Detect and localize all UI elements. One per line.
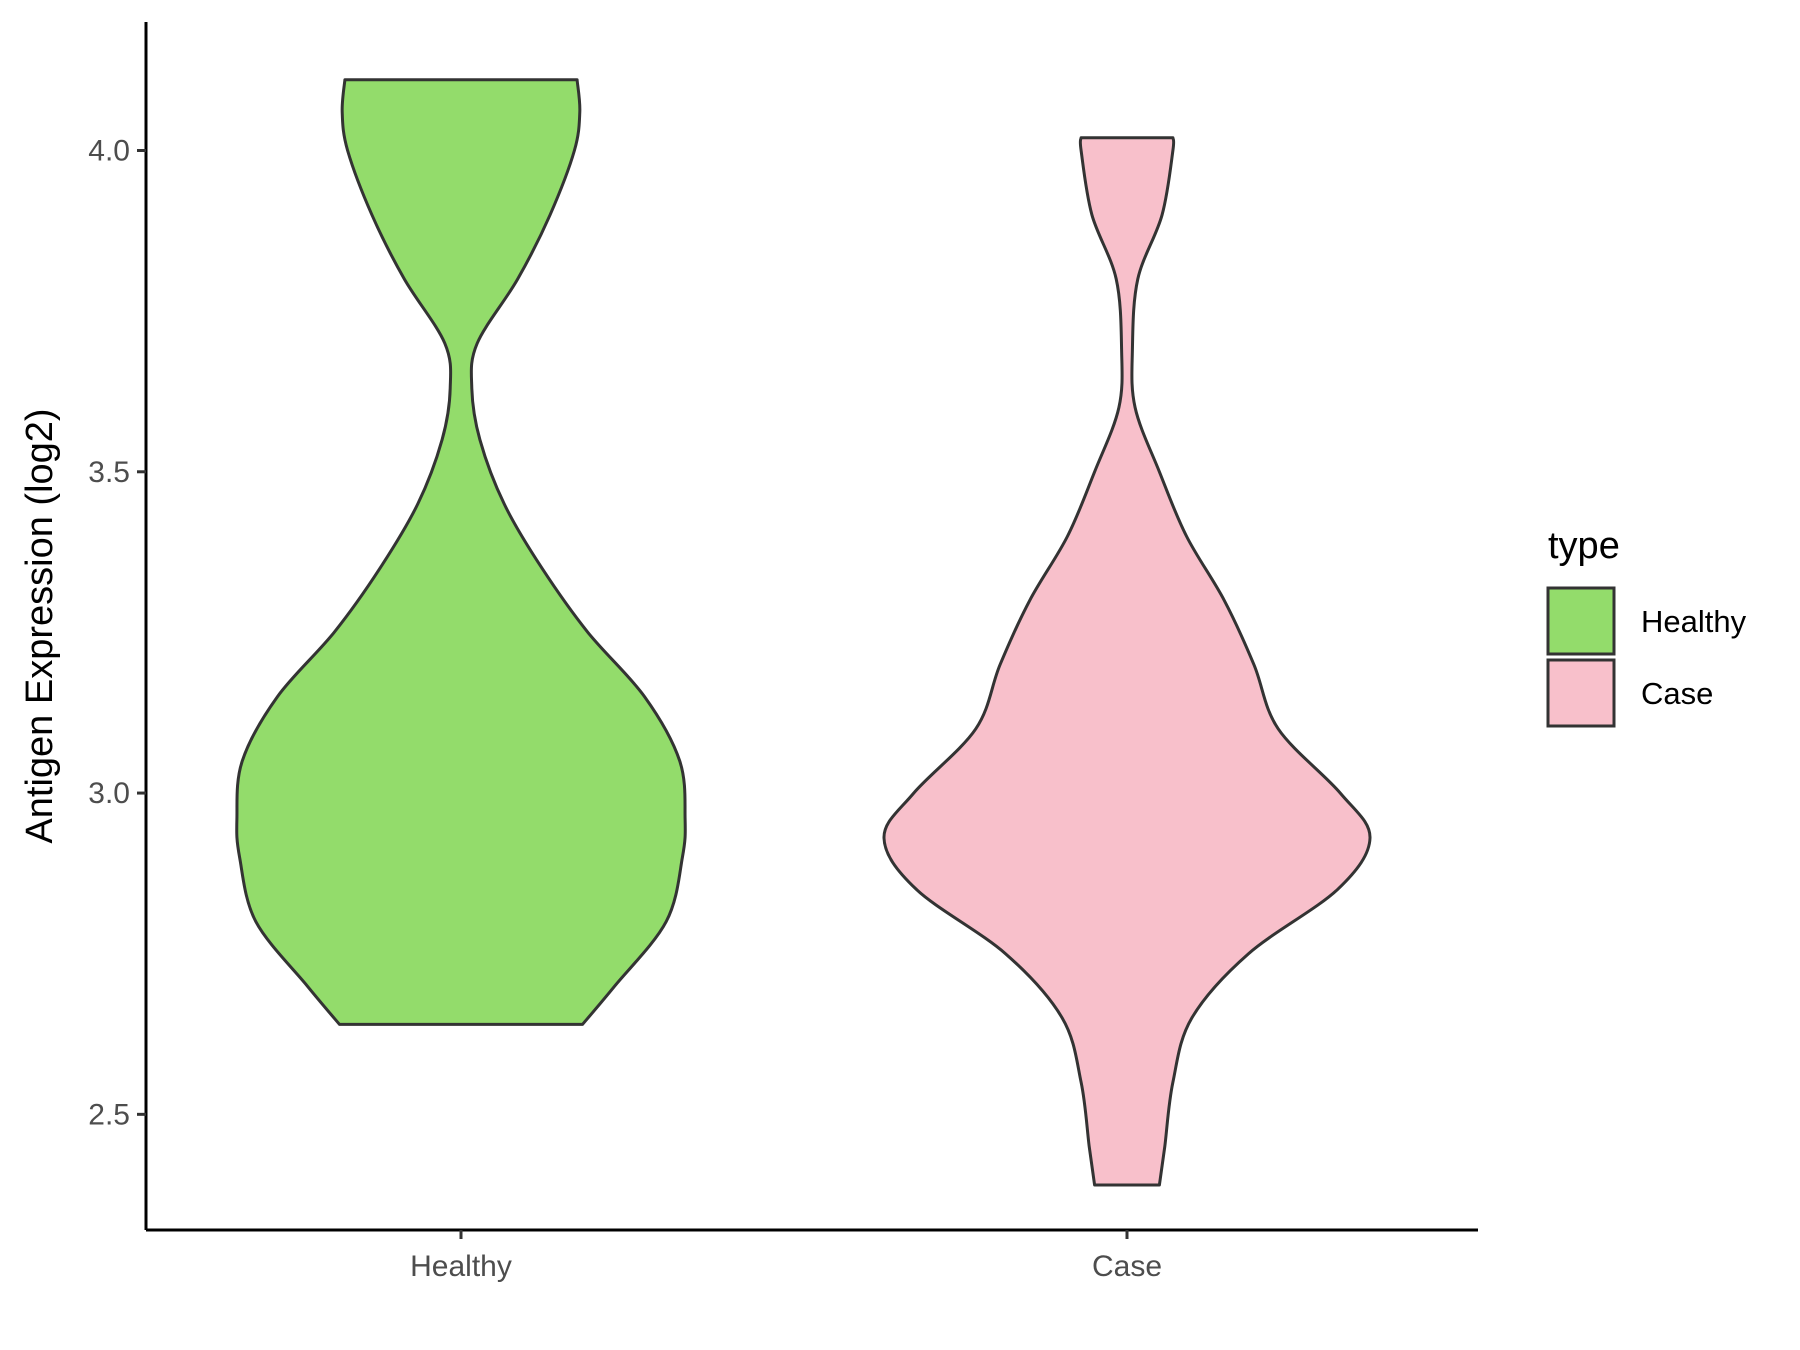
x-axis-ticks: Healthy Case xyxy=(410,1230,1162,1283)
legend: type Healthy Case xyxy=(1546,525,1747,728)
legend-title: type xyxy=(1548,525,1620,567)
violin-case xyxy=(882,136,1372,1187)
legend-label-case: Case xyxy=(1641,676,1713,711)
x-tick-label: Healthy xyxy=(410,1250,512,1283)
legend-swatch-case xyxy=(1546,658,1616,728)
y-tick-label: 2.5 xyxy=(88,1098,130,1131)
x-tick-label: Case xyxy=(1092,1250,1162,1283)
y-axis-title: Antigen Expression (log2) xyxy=(19,408,61,843)
legend-label-healthy: Healthy xyxy=(1641,604,1747,639)
legend-swatch-healthy xyxy=(1546,586,1616,656)
violin-group xyxy=(235,78,1372,1187)
y-tick-label: 4.0 xyxy=(88,135,130,168)
y-tick-label: 3.0 xyxy=(88,777,130,810)
y-tick-label: 3.5 xyxy=(88,456,130,489)
legend-items: Healthy Case xyxy=(1546,586,1747,728)
y-axis-ticks: 2.5 3.0 3.5 4.0 xyxy=(88,135,146,1131)
violin-healthy xyxy=(235,78,687,1026)
